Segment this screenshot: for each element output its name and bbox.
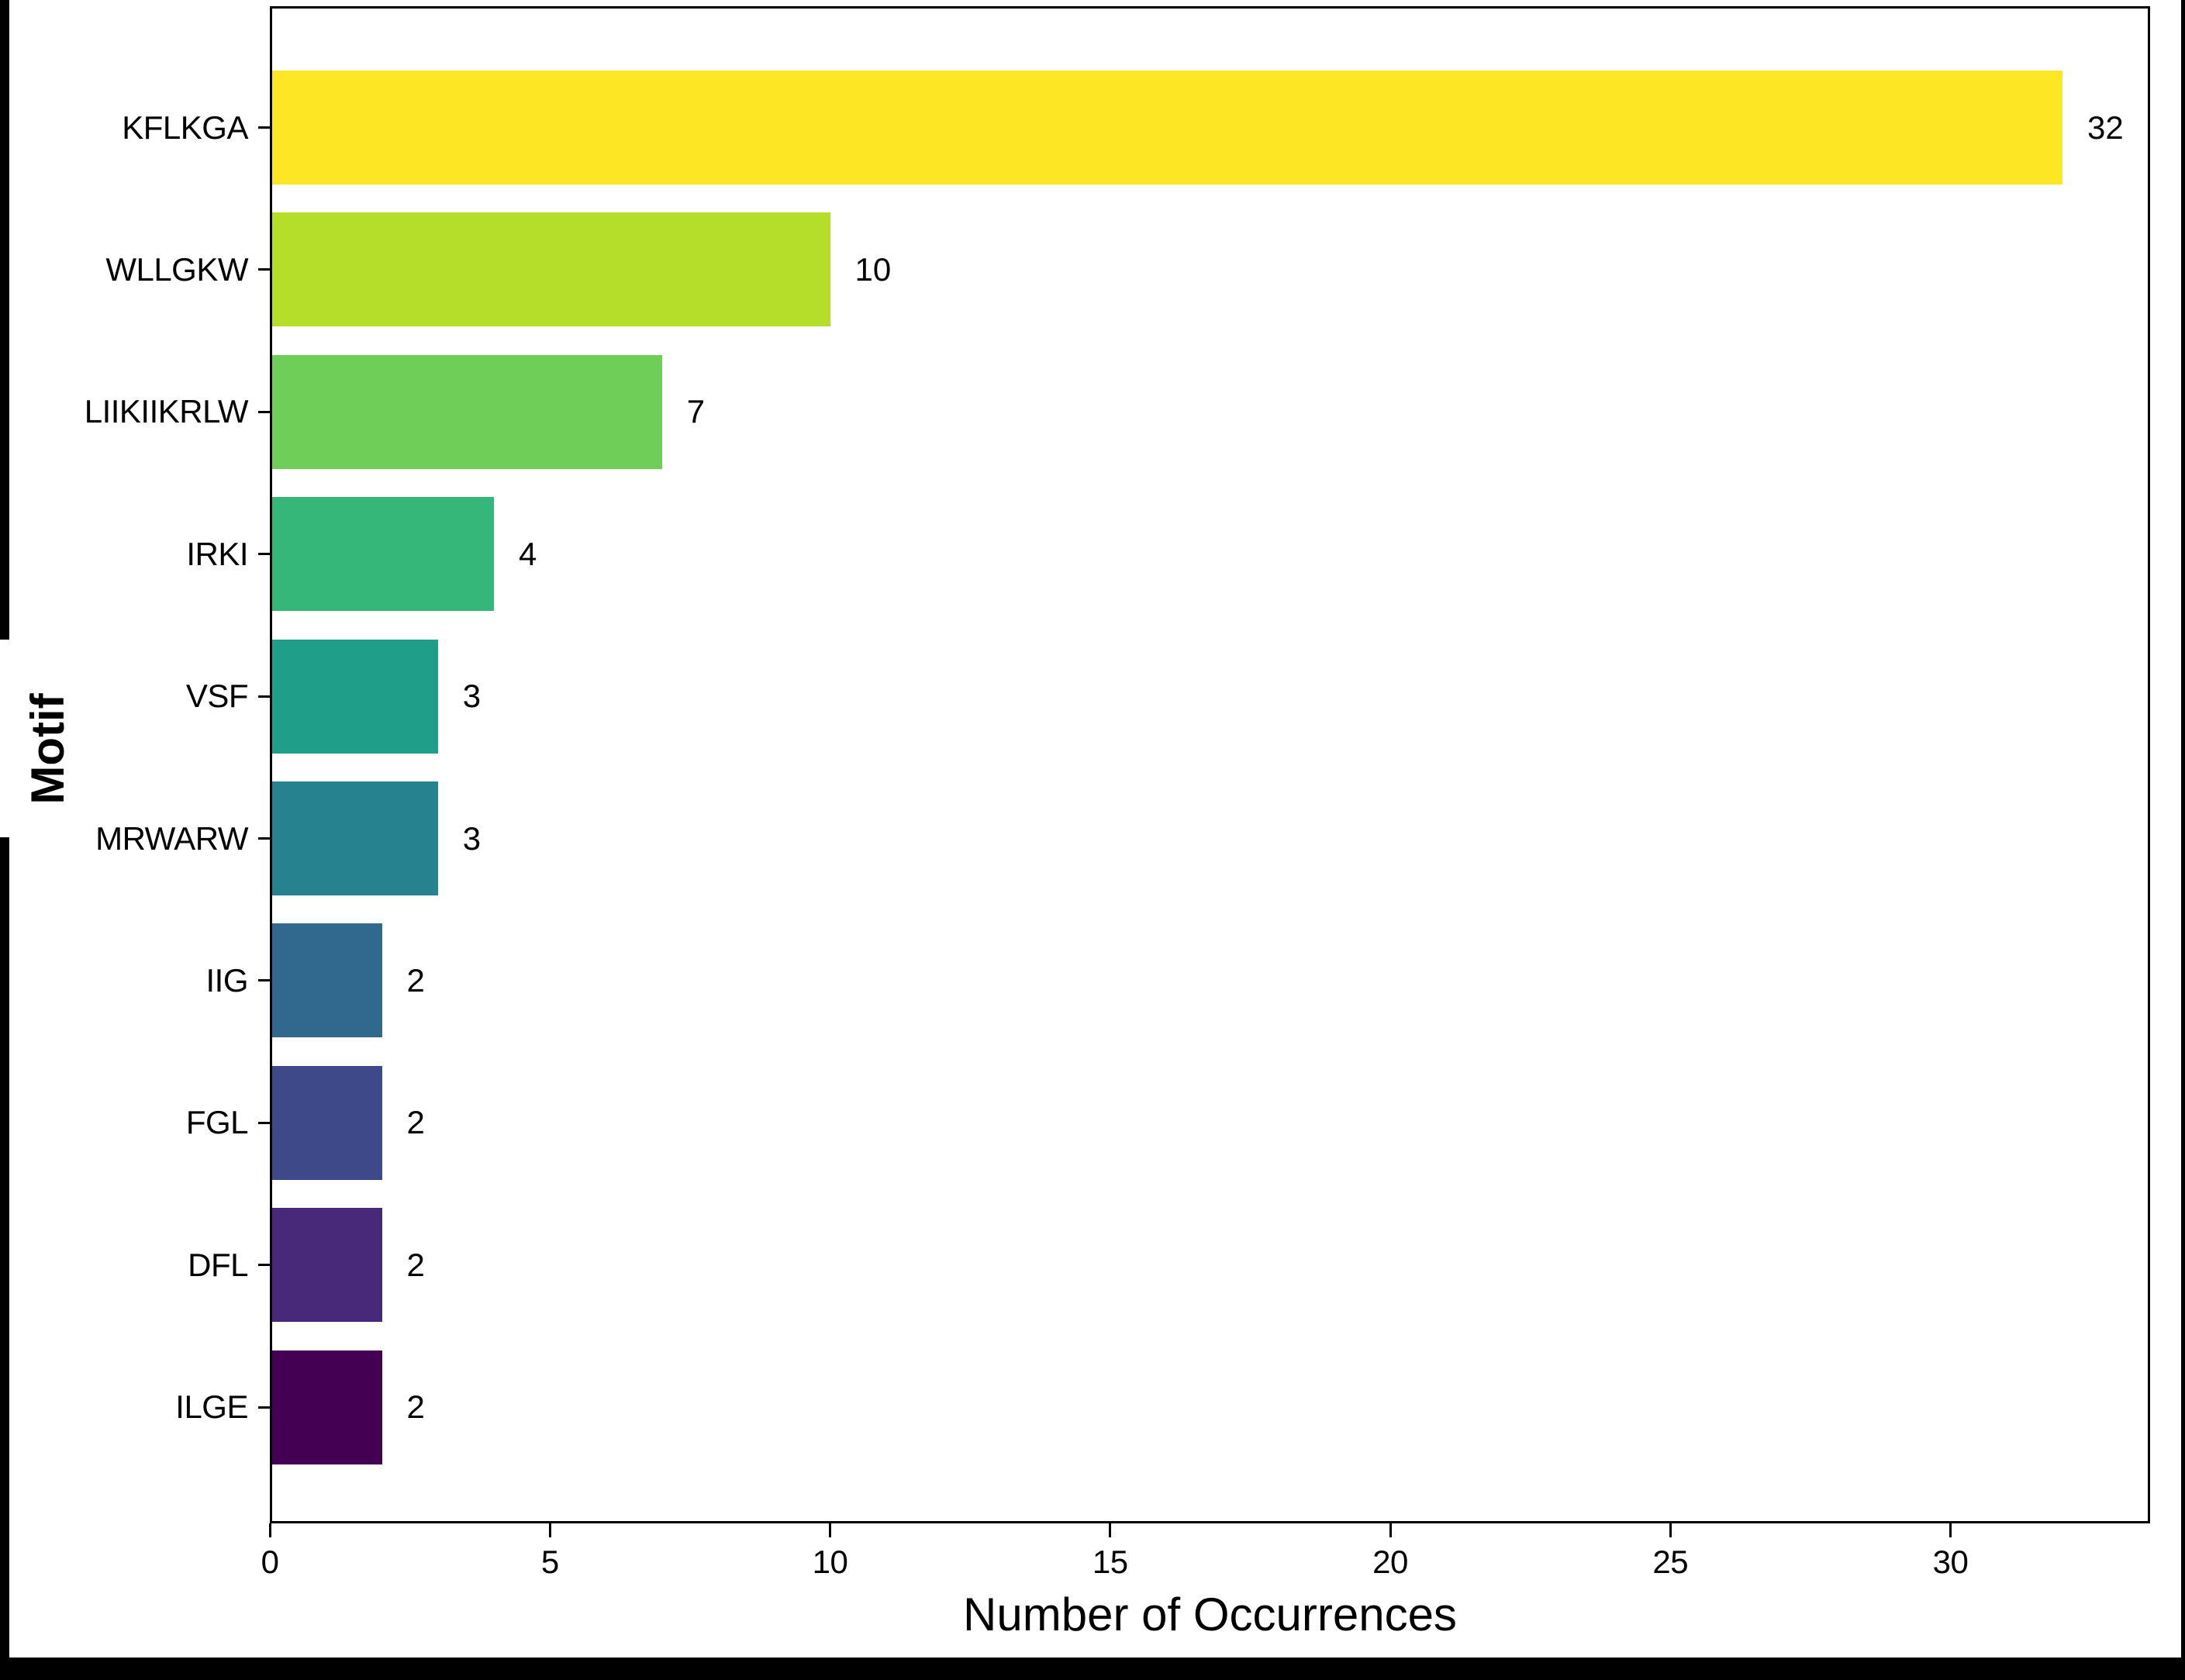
y-tick-DFL	[258, 1264, 270, 1267]
y-tick-label-FGL: FGL	[185, 1104, 249, 1141]
value-label-VSF: 3	[462, 678, 482, 715]
x-tick-label-25: 25	[1652, 1544, 1689, 1580]
y-tick-MRWARW	[258, 837, 270, 840]
y-tick-label-ILGE: ILGE	[175, 1389, 248, 1426]
x-tick-5	[548, 1523, 551, 1537]
value-label-KFLKGA: 32	[2087, 109, 2124, 146]
right-edge-strip	[2181, 0, 2185, 1680]
x-tick-label-0: 0	[261, 1544, 279, 1580]
x-tick-label-15: 15	[1092, 1544, 1128, 1580]
x-tick-10	[829, 1523, 831, 1537]
y-tick-label-VSF: VSF	[185, 678, 249, 715]
x-tick-15	[1109, 1523, 1112, 1537]
x-tick-label-5: 5	[540, 1544, 559, 1580]
bar-DFL	[270, 1208, 382, 1323]
y-tick-label-IIG: IIG	[205, 961, 248, 999]
bar-LIIKIIKRLW	[270, 354, 662, 469]
bottom-edge-bar	[0, 1658, 2185, 1680]
y-tick-WLLGKW	[258, 268, 270, 271]
value-label-MRWARW: 3	[462, 819, 482, 857]
ylabel-white-notch	[0, 640, 11, 837]
x-tick-30	[1949, 1523, 1952, 1537]
value-label-ILGE: 2	[406, 1389, 425, 1426]
x-tick-25	[1669, 1523, 1672, 1537]
x-tick-label-20: 20	[1372, 1544, 1408, 1580]
x-tick-0	[268, 1523, 271, 1537]
value-label-IRKI: 4	[519, 535, 537, 572]
y-axis-title: Motif	[22, 693, 74, 805]
value-label-WLLGKW: 10	[854, 250, 892, 288]
value-label-FGL: 2	[406, 1104, 425, 1141]
y-tick-label-DFL: DFL	[188, 1246, 248, 1283]
bar-MRWARW	[270, 781, 438, 895]
y-tick-label-IRKI: IRKI	[186, 535, 248, 572]
y-tick-KFLKGA	[258, 126, 270, 129]
x-axis-title: Number of Occurrences	[963, 1589, 1457, 1640]
y-tick-label-LIIKIIKRLW: LIIKIIKRLW	[84, 393, 249, 430]
y-tick-FGL	[258, 1121, 270, 1124]
bar-IRKI	[270, 497, 494, 612]
value-label-LIIKIIKRLW: 7	[686, 393, 706, 430]
y-tick-VSF	[258, 695, 270, 698]
bar-ILGE	[270, 1350, 382, 1464]
y-tick-LIIKIIKRLW	[258, 410, 270, 413]
y-tick-label-KFLKGA: KFLKGA	[122, 109, 248, 146]
bar-KFLKGA	[270, 71, 2062, 185]
y-tick-IRKI	[258, 553, 270, 556]
y-tick-ILGE	[258, 1406, 270, 1409]
value-label-DFL: 2	[406, 1246, 425, 1283]
bar-IIG	[270, 923, 382, 1038]
bar-VSF	[270, 639, 438, 754]
value-label-IIG: 2	[406, 961, 425, 999]
left-edge-strip	[0, 0, 9, 1680]
x-tick-20	[1389, 1523, 1392, 1537]
bar-WLLGKW	[270, 212, 830, 327]
y-tick-label-MRWARW: MRWARW	[95, 819, 248, 857]
x-tick-label-10: 10	[812, 1544, 848, 1580]
y-tick-IIG	[258, 979, 270, 982]
y-tick-label-WLLGKW: WLLGKW	[105, 250, 248, 288]
x-tick-label-30: 30	[1932, 1544, 1969, 1580]
bar-FGL	[270, 1065, 382, 1180]
